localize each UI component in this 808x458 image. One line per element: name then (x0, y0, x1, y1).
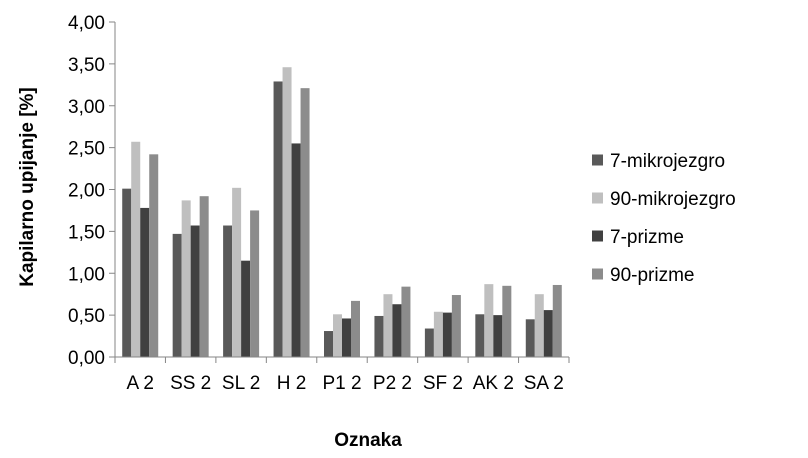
y-tick-label: 1,00 (68, 264, 105, 285)
bar (273, 81, 283, 358)
legend-swatch (592, 154, 603, 166)
bar (424, 328, 434, 357)
x-tick-label: SL 2 (222, 373, 260, 394)
y-axis-title: Kapilarno upijanje [%] (17, 87, 38, 287)
legend-label: 7-prizme (610, 227, 684, 248)
legend-label: 90-prizme (610, 265, 694, 286)
x-axis-title: Oznaka (334, 430, 402, 451)
bar (199, 196, 209, 357)
bar (190, 225, 200, 357)
bar (502, 285, 512, 357)
y-tick-label: 4,00 (68, 13, 105, 34)
x-tick-label: SF 2 (423, 373, 463, 394)
bar (131, 141, 141, 357)
bar (392, 304, 402, 357)
bar (282, 67, 292, 357)
x-tick-label: SS 2 (170, 373, 211, 394)
bar (122, 188, 132, 357)
legend-swatch (592, 192, 603, 204)
bars-group (122, 67, 562, 358)
y-tick-label: 0,50 (68, 306, 105, 327)
bar (232, 187, 242, 357)
legend-swatch (592, 268, 603, 280)
bar (534, 294, 544, 357)
x-tick-label: AK 2 (473, 373, 514, 394)
bar (241, 260, 251, 357)
bar (484, 284, 494, 357)
x-ticks-group: A 2 SS 2 SL 2 H 2 P1 2 P2 2 SF 2 AK 2 SA 2 (114, 357, 570, 394)
x-tick-label: SA 2 (524, 373, 564, 394)
legend: 7-mikrojezgro 90-mikrojezgro 7-prizme 90-pr… (592, 151, 736, 286)
bar (333, 314, 342, 357)
bar (552, 284, 562, 357)
bar (324, 331, 333, 357)
bar (181, 200, 191, 357)
bar (493, 315, 503, 357)
x-tick-label: P2 2 (373, 373, 412, 394)
bar (451, 295, 461, 357)
bar (291, 143, 301, 357)
bar (433, 311, 443, 357)
bar (442, 312, 452, 357)
x-tick-label: A 2 (126, 373, 153, 394)
bar (300, 88, 310, 357)
bar (172, 233, 182, 357)
bar (140, 207, 150, 357)
y-tick-label: 3,50 (68, 55, 105, 76)
y-tick-label: 2,00 (68, 181, 105, 202)
bar (374, 315, 384, 357)
bar (401, 286, 411, 357)
legend-swatch (592, 230, 603, 242)
bar (351, 300, 360, 357)
x-tick-label: P1 2 (322, 373, 361, 394)
y-tick-label: 1,50 (68, 222, 105, 243)
bar (223, 225, 233, 357)
legend-label: 7-mikrojezgro (610, 151, 725, 172)
y-tick-label: 2,50 (68, 139, 105, 160)
bar (383, 294, 393, 357)
y-tick-label: 0,00 (68, 348, 105, 369)
bar (149, 154, 159, 357)
bar (525, 319, 535, 357)
bar (342, 318, 351, 357)
bar (475, 314, 485, 357)
y-tick-label: 3,00 (68, 97, 105, 118)
bar (250, 210, 260, 357)
x-tick-label: H 2 (277, 373, 307, 394)
legend-label: 90-mikrojezgro (610, 189, 736, 210)
y-ticks-group: 0,00 0,50 1,00 1,50 2,00 2,50 3,00 3,50 4,00 (68, 13, 115, 369)
bar (543, 310, 553, 357)
